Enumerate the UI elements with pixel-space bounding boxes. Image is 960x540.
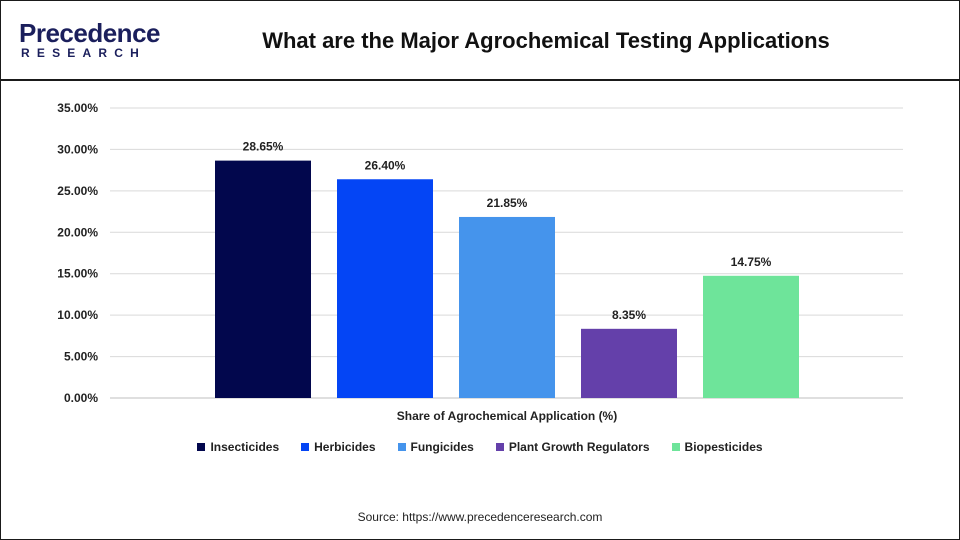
- source-text: Source: https://www.precedenceresearch.c…: [357, 510, 603, 524]
- legend-swatch: [197, 443, 206, 451]
- legend-label: Plant Growth Regulators: [508, 440, 650, 454]
- y-tick-label: 35.00%: [57, 101, 98, 115]
- bar-biopesticides: [703, 275, 799, 398]
- legend-item: Fungicides: [397, 438, 474, 456]
- legend-item: Herbicides: [301, 438, 376, 456]
- legend-swatch: [495, 443, 504, 451]
- bar-plant-growth-regulators: [581, 328, 677, 398]
- data-label: 26.40%: [365, 158, 406, 172]
- bars: [215, 160, 799, 398]
- legend-item: Biopesticides: [671, 438, 763, 456]
- logo: Precedence RESEARCH: [19, 19, 169, 65]
- bar-herbicides: [337, 179, 433, 398]
- legend-swatch: [397, 443, 406, 451]
- data-label: 14.75%: [731, 255, 772, 269]
- y-axis-ticks: 0.00% 5.00% 10.00% 15.00% 20.00% 25.00% 30.00%…: [57, 101, 98, 405]
- y-tick-label: 25.00%: [57, 184, 98, 198]
- y-tick-label: 20.00%: [57, 225, 98, 239]
- legend: Insecticides Herbicides Fungicides Plant Gr…: [0, 438, 960, 456]
- legend-label: Insecticides: [210, 440, 280, 454]
- legend-swatch: [301, 443, 310, 451]
- legend-label: Fungicides: [410, 440, 474, 454]
- x-axis-label: Share of Agrochemical Application (%): [397, 409, 617, 423]
- data-labels: 28.65% 26.40% 21.85% 8.35% 14.75%: [243, 140, 772, 322]
- y-tick-label: 0.00%: [64, 391, 98, 405]
- legend-swatch: [671, 443, 680, 451]
- y-tick-label: 30.00%: [57, 142, 98, 156]
- logo-sub-text: RESEARCH: [21, 46, 146, 60]
- logo-main-text: Precedence: [19, 18, 160, 48]
- legend-label: Herbicides: [314, 440, 376, 454]
- y-tick-label: 10.00%: [57, 308, 98, 322]
- y-tick-label: 15.00%: [57, 267, 98, 281]
- legend-item: Plant Growth Regulators: [495, 438, 650, 456]
- legend-item: Insecticides: [197, 438, 279, 456]
- y-tick-label: 5.00%: [64, 350, 98, 364]
- header: Precedence RESEARCH What are the Major A…: [1, 1, 959, 81]
- bar-fungicides: [459, 216, 555, 398]
- data-label: 8.35%: [612, 308, 646, 322]
- data-label: 28.65%: [243, 140, 284, 154]
- data-label: 21.85%: [487, 196, 528, 210]
- bar-insecticides: [215, 160, 311, 398]
- legend-label: Biopesticides: [684, 440, 763, 454]
- chart-title: What are the Major Agrochemical Testing …: [262, 28, 830, 53]
